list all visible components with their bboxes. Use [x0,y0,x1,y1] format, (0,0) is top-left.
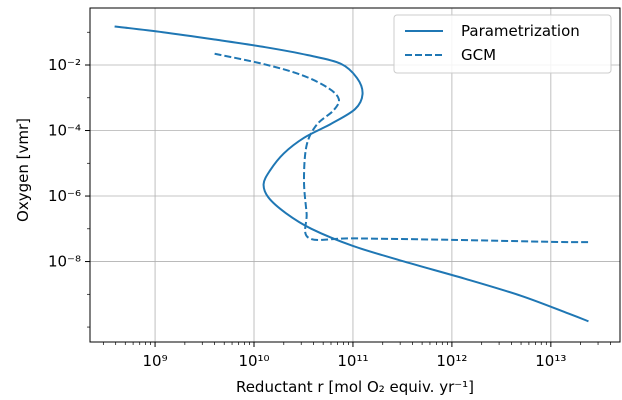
y-tick-label: 10⁻⁶ [48,187,81,205]
legend: Parametrization GCM [393,14,612,74]
x-tick-label: 10⁹ [143,352,168,370]
x-tick-label: 10¹¹ [337,352,368,370]
grid [90,8,620,342]
series-line-parametrization [114,25,589,323]
legend-label-gcm: GCM [461,46,496,64]
x-axis-label: Reductant r [mol O₂ equiv. yr⁻¹] [236,378,474,396]
x-tick-label: 10¹² [436,352,467,370]
series-line-gcm [214,52,589,244]
x-tick-label: 10¹⁰ [238,352,269,370]
y-tick-label: 10⁻⁴ [48,122,81,140]
x-tick-label: 10¹³ [535,352,566,370]
series-lines [114,25,589,323]
axis-ticks: 10⁹ 10¹⁰ 10¹¹ 10¹² 10¹³ 10⁻² 10⁻⁴ 10⁻⁶ 10⁻⁸ [48,31,611,370]
y-tick-label: 10⁻² [48,56,81,74]
legend-label-parametrization: Parametrization [461,22,580,40]
legend-box [393,14,612,74]
y-axis-label: Oxygen [vmr] [14,118,32,222]
y-tick-label: 10⁻⁸ [48,253,81,271]
plot-frame [89,7,621,343]
